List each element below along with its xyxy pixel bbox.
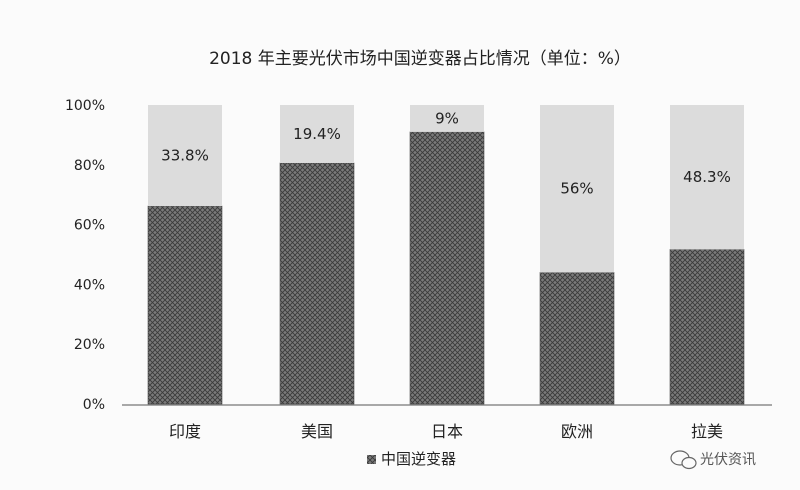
legend-swatch [367,455,376,464]
x-category-label: 日本 [431,422,463,441]
y-axis: 0% 20% 40% 60% 80% 100% [65,98,105,413]
y-tick-label: 20% [74,337,105,353]
x-category-label: 拉美 [691,422,723,441]
x-category-label: 印度 [169,422,201,441]
bar-segment-other [410,105,484,132]
y-tick-label: 60% [74,218,105,234]
y-tick-label: 40% [74,277,105,293]
y-tick-label: 0% [83,397,105,413]
data-label: 9% [435,109,459,127]
x-category-label: 欧洲 [561,422,593,441]
bar-segment-china [669,249,745,405]
data-label: 33.8% [161,147,209,165]
y-tick-label: 100% [65,98,105,114]
watermark: 光伏资讯 [670,450,756,470]
bar-segment-china [279,162,355,405]
bar-segment-china [147,205,223,405]
data-label: 56% [560,180,593,198]
legend-label: 中国逆变器 [381,450,456,468]
bar-segment-china [539,272,615,405]
bar-segment-other [670,105,744,250]
watermark-text: 光伏资讯 [700,452,756,468]
bar-segment-other [280,105,354,164]
bar-segment-china [409,131,485,405]
wechat-icon [670,450,697,470]
bar-segment-other [540,105,614,273]
bar-segment-other [148,105,222,207]
bars: 33.8% 19.4% 9% 56% 48.3% [147,105,745,405]
y-tick-label: 80% [74,158,105,174]
legend: 中国逆变器 [367,450,456,468]
x-category-label: 美国 [301,422,333,441]
data-label: 19.4% [293,125,341,143]
x-axis: 印度 美国 日本 欧洲 拉美 [122,404,772,441]
data-label: 48.3% [683,168,731,186]
chart-title: 2018 年主要光伏市场中国逆变器占比情况（单位：%） [209,49,631,69]
